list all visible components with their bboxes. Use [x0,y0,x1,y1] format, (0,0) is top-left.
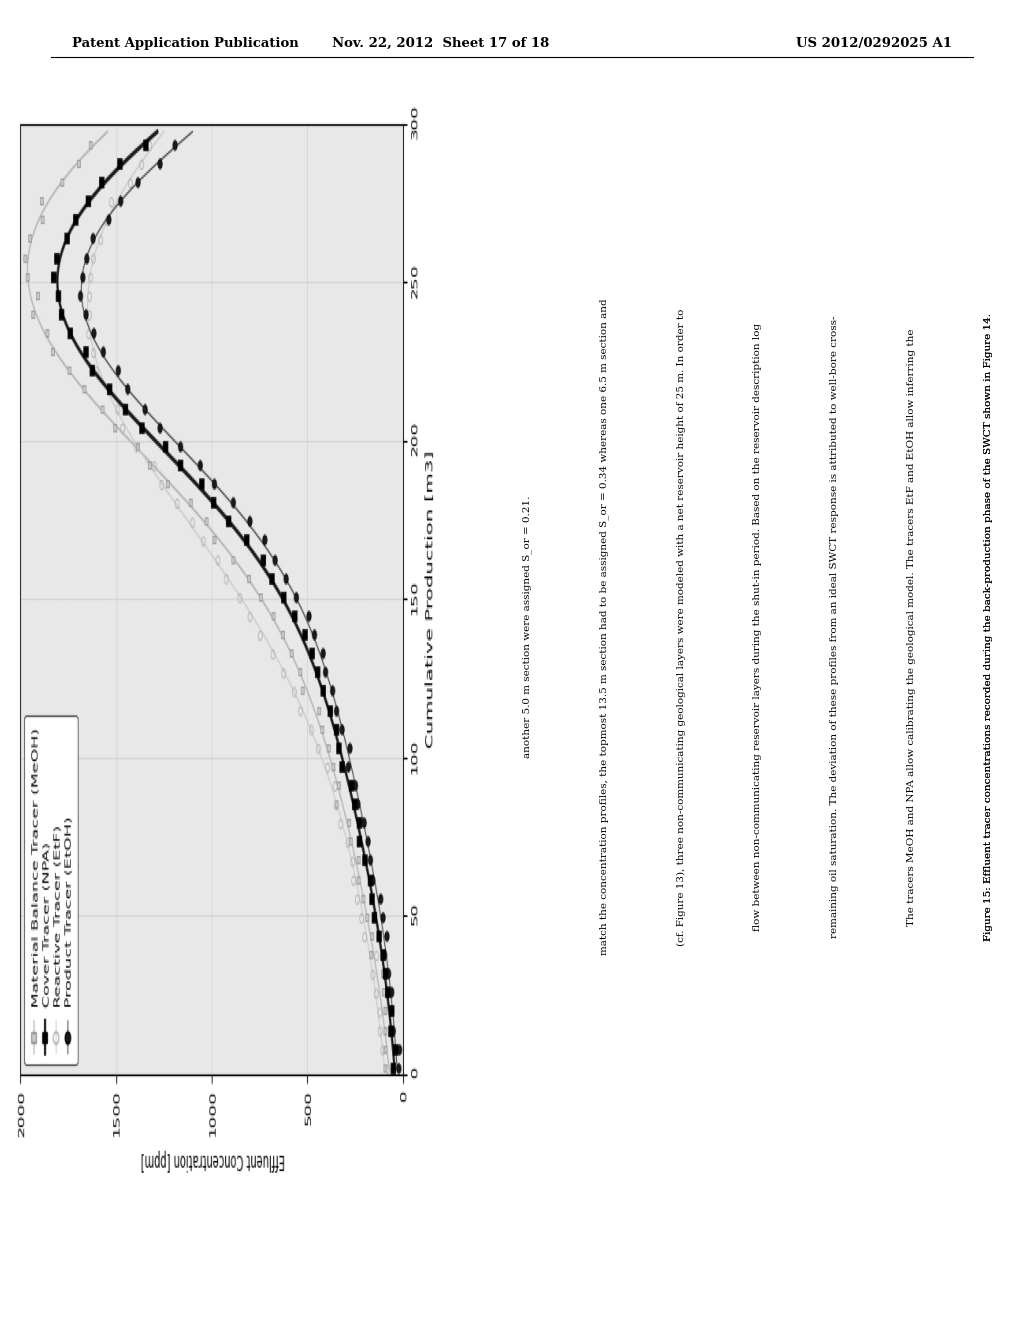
Text: Nov. 22, 2012  Sheet 17 of 18: Nov. 22, 2012 Sheet 17 of 18 [332,37,549,50]
Text: Figure 15: Effluent tracer concentrations recorded during the back-production ph: Figure 15: Effluent tracer concentration… [984,313,992,941]
Text: The tracers MeOH and NPA allow calibrating the geological model. The tracers EtF: The tracers MeOH and NPA allow calibrati… [907,329,915,925]
Text: remaining oil saturation. The deviation of these profiles from an ideal SWCT res: remaining oil saturation. The deviation … [830,315,839,939]
Text: US 2012/0292025 A1: US 2012/0292025 A1 [797,37,952,50]
Text: another 5.0 m section were assigned S_or = 0.21.: another 5.0 m section were assigned S_or… [522,496,532,758]
Text: flow between non-communicating reservoir layers during the shut-in period. Based: flow between non-communicating reservoir… [754,323,762,931]
Text: Figure 15: Effluent tracer concentrations recorded during the back-production ph: Figure 15: Effluent tracer concentration… [984,313,992,941]
Text: Patent Application Publication: Patent Application Publication [72,37,298,50]
Text: (cf. Figure 13), three non-communicating geological layers were modeled with a n: (cf. Figure 13), three non-communicating… [677,309,685,945]
Text: match the concentration profiles, the topmost 13.5 m section had to be assigned : match the concentration profiles, the to… [599,298,609,956]
